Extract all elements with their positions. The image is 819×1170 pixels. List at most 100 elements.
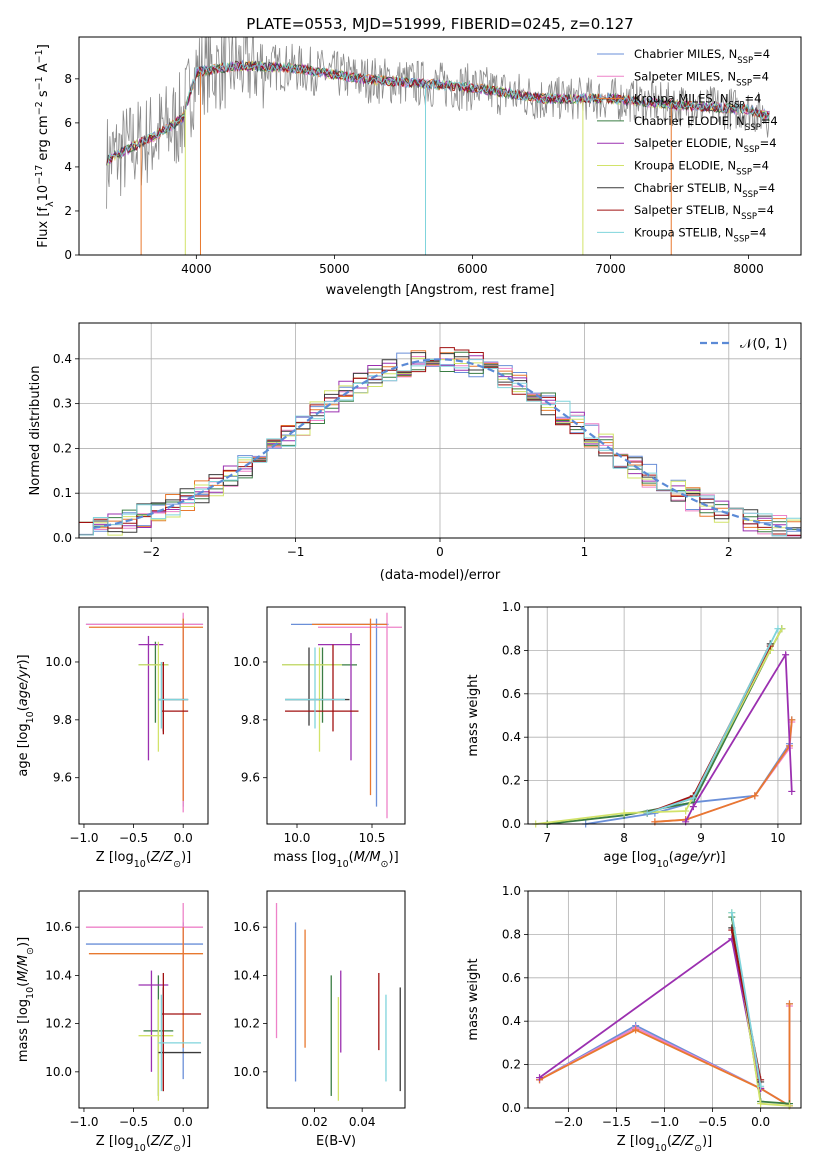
x-axis-label-part: 10 xyxy=(657,859,669,870)
x-axis-label-part: 10 xyxy=(134,1143,146,1154)
y-tick-label: 0.4 xyxy=(53,352,72,366)
x-axis-label-part: age/yr xyxy=(674,850,717,865)
x-tick-label: 4000 xyxy=(181,262,212,276)
y-axis-label-part: 10 xyxy=(25,987,36,999)
x-axis-label-part: Z [log xyxy=(96,1134,134,1149)
series-line xyxy=(646,628,779,814)
x-tick-label: −0.5 xyxy=(698,1115,727,1129)
y-axis-label-part: ( xyxy=(16,706,31,711)
gaussian-curve xyxy=(93,358,801,532)
series-line xyxy=(585,719,793,825)
x-axis-label-part: )] xyxy=(389,850,399,865)
x-axis-label-part: Z/Z xyxy=(150,1134,174,1149)
age-vs-Z-errorbars xyxy=(85,612,204,813)
x-tick-label: −1.0 xyxy=(69,831,98,845)
y-axis-label-part: 10 xyxy=(36,185,51,202)
x-tick-label: 7000 xyxy=(595,262,626,276)
x-tick-label: −1 xyxy=(287,545,305,559)
mass-vs-EBV-frame xyxy=(266,890,406,1109)
x-tick-label: −1.0 xyxy=(69,1115,98,1129)
y-tick-label: 9.6 xyxy=(53,771,72,785)
y-tick-label: 0.6 xyxy=(502,971,521,985)
legend-tail: =4 xyxy=(752,159,769,173)
mass-vs-EBV-axes: 0.02 0.04 10.0 10.2 10.4 10.6 xyxy=(233,920,375,1129)
series-line xyxy=(538,937,762,1089)
x-axis-label-part: E(B-V) xyxy=(316,1134,356,1149)
x-tick-label: 0.04 xyxy=(349,1115,376,1129)
x-tick-label: −2 xyxy=(142,545,160,559)
y-tick-label: 8 xyxy=(64,72,72,86)
series-line xyxy=(646,645,772,814)
x-axis-label-part: ( xyxy=(667,1134,672,1149)
x-tick-label: 2 xyxy=(725,545,733,559)
x-axis-label: (data-model)/error xyxy=(380,568,501,583)
x-axis-label-part: )] xyxy=(181,1134,191,1149)
legend-sub: SSP xyxy=(745,123,761,133)
marker-plus xyxy=(785,1000,793,1008)
x-axis-label-part: ⊙ xyxy=(173,1143,181,1154)
x-tick-label: 9 xyxy=(697,831,705,845)
y-axis-label-part: 10 xyxy=(25,711,36,723)
y-tick-label: 9.8 xyxy=(53,713,72,727)
massweight-vs-age-frame xyxy=(527,606,802,825)
marker-plus xyxy=(774,625,782,633)
y-axis-label-part: mass [log xyxy=(16,999,31,1062)
x-axis-label-part: ⊙ xyxy=(381,859,389,870)
massweight-vs-Z-axes: −2.0 −1.5 −1.0 −0.5 0.0 0.0 0.2 0.4 0.6 0.8 1.0 xyxy=(502,884,801,1129)
x-tick-label: −2.0 xyxy=(554,1115,583,1129)
series-line xyxy=(684,651,793,823)
x-tick-label: 0.0 xyxy=(751,1115,770,1129)
marker-plus xyxy=(689,794,697,802)
legend-entry: Kroupa ELODIE, NSSP=4 xyxy=(634,159,769,178)
y-axis-label-part: age [log xyxy=(16,723,31,776)
x-axis-label-part: mass [log xyxy=(273,850,336,865)
mass-vs-Z-errorbars xyxy=(85,903,204,1101)
y-axis-label-part: A xyxy=(36,63,51,76)
x-tick-label: −1.5 xyxy=(602,1115,631,1129)
x-tick-label: 10 xyxy=(770,831,785,845)
y-tick-label: 0.2 xyxy=(53,441,72,455)
x-axis-label-part: ( xyxy=(669,850,674,865)
x-tick-label: 7 xyxy=(543,831,551,845)
legend-entry: Salpeter STELIB, NSSP=4 xyxy=(634,203,774,222)
y-axis-label-part: )] xyxy=(16,937,31,947)
legend-sub: SSP xyxy=(729,101,745,111)
y-tick-label: 6 xyxy=(64,116,72,130)
legend-text: Salpeter ELODIE, N xyxy=(634,136,744,150)
x-tick-label: 10.0 xyxy=(284,831,311,845)
massweight-vs-Z-lines xyxy=(536,909,793,1110)
y-tick-label: 0.1 xyxy=(53,486,72,500)
x-axis-label: E(B-V) xyxy=(316,1134,356,1149)
y-axis-label: Flux [fλ10−17 erg cm−2 s−1 A−1] xyxy=(34,44,56,248)
y-axis-label: age [log10(age/yr)] xyxy=(16,654,36,776)
legend-tail: =4 xyxy=(761,114,778,128)
page-title: PLATE=0553, MJD=51999, FIBERID=0245, z=0… xyxy=(246,15,633,33)
legend-text: Salpeter STELIB, N xyxy=(634,203,741,217)
legend-text: Kroupa STELIB, N xyxy=(634,225,734,239)
legend-entry: Salpeter MILES, NSSP=4 xyxy=(634,69,769,88)
x-axis-label: age [log10(age/yr)] xyxy=(603,850,725,870)
legend-text: Salpeter MILES, N xyxy=(634,69,736,83)
x-tick-label: 1 xyxy=(581,545,589,559)
legend-sub: SSP xyxy=(744,145,760,155)
x-axis-label-part: ( xyxy=(349,850,354,865)
marker-plus xyxy=(782,651,790,659)
y-axis-label-part: −2 xyxy=(34,101,45,115)
legend-entry: Chabrier ELODIE, NSSP=4 xyxy=(634,114,778,133)
marker-plus xyxy=(689,803,697,811)
legend-text: Chabrier ELODIE, N xyxy=(634,114,745,128)
x-tick-label: 0.0 xyxy=(174,831,193,845)
age-vs-mass-axes: 10.0 10.5 9.6 9.8 10.0 xyxy=(233,655,385,845)
age-vs-Z-frame xyxy=(78,606,209,825)
marker-plus xyxy=(536,1074,544,1082)
x-axis-label: mass [log10(M/M⊙)] xyxy=(273,850,398,870)
x-axis-label-part: ⊙ xyxy=(694,1143,702,1154)
x-tick-label: 0 xyxy=(436,545,444,559)
spectrum-frame xyxy=(78,36,802,256)
x-axis-label: Z [log10(Z/Z⊙)] xyxy=(617,1134,712,1154)
x-axis-label-part: )] xyxy=(181,850,191,865)
mass-vs-EBV-errorbars xyxy=(275,903,401,1101)
y-tick-label: 1.0 xyxy=(502,884,521,898)
legend-entry: 𝒩(0, 1) xyxy=(740,337,787,352)
